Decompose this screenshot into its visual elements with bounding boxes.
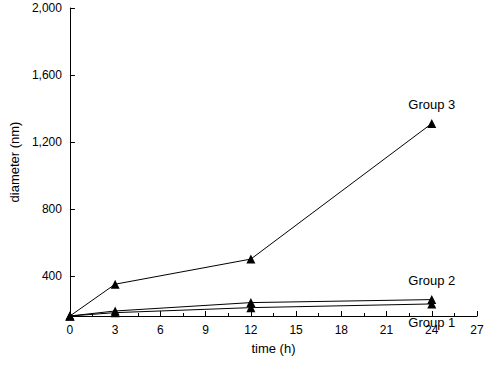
svg-text:time (h): time (h): [251, 341, 295, 356]
svg-text:15: 15: [289, 323, 303, 337]
svg-text:21: 21: [380, 323, 394, 337]
svg-text:Group 2: Group 2: [408, 273, 455, 288]
svg-text:0: 0: [67, 323, 74, 337]
svg-text:3: 3: [112, 323, 119, 337]
svg-text:Group 3: Group 3: [408, 97, 455, 112]
svg-text:9: 9: [202, 323, 209, 337]
svg-text:18: 18: [335, 323, 349, 337]
svg-text:1,600: 1,600: [32, 68, 62, 82]
svg-text:2,000: 2,000: [32, 1, 62, 15]
svg-text:Group 1: Group 1: [408, 315, 455, 330]
svg-text:6: 6: [157, 323, 164, 337]
svg-text:800: 800: [42, 202, 62, 216]
svg-text:12: 12: [244, 323, 258, 337]
svg-text:1,200: 1,200: [32, 135, 62, 149]
svg-text:diameter (nm): diameter (nm): [7, 122, 22, 203]
svg-text:400: 400: [42, 269, 62, 283]
svg-text:27: 27: [470, 323, 484, 337]
